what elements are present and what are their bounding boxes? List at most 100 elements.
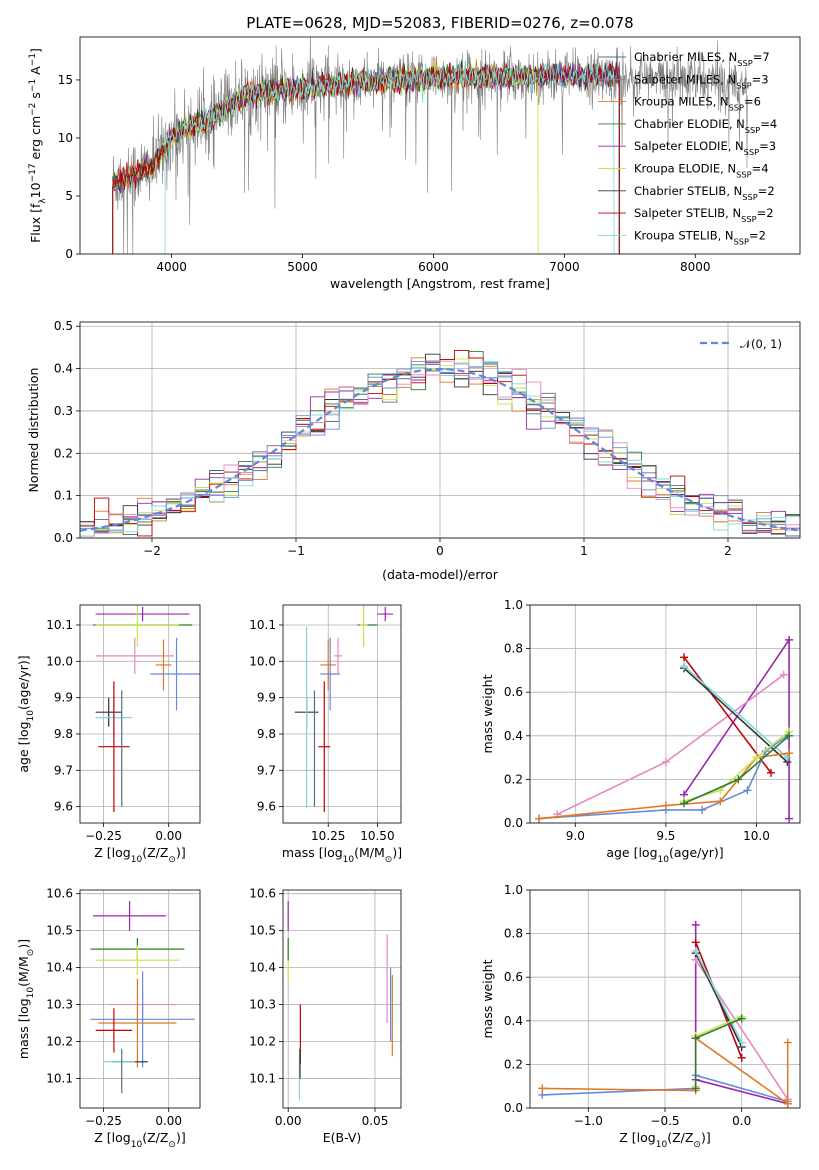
label-part: −2	[28, 103, 38, 116]
x-tick-label: −2	[143, 544, 161, 558]
x-tick-label: 6000	[418, 260, 449, 274]
legend-entry: Chabrier STELIB, NSSP=2	[634, 184, 775, 202]
weight-line	[683, 637, 790, 819]
y-tick-label: 9.6	[257, 800, 276, 814]
plot-area-z-mass	[90, 901, 195, 1094]
x-tick-label: 0	[436, 544, 444, 558]
y-tick-label: 0.4	[54, 362, 73, 376]
x-tick-label: 0.00	[155, 1114, 182, 1128]
weight-point	[785, 814, 794, 823]
label-part: Salpeter MILES, N	[634, 72, 736, 86]
label-part: mass [log	[282, 845, 343, 860]
plot-area-z-age	[93, 605, 200, 813]
axes-mass-age: 10.25 10.50 9.6 9.7 9.8 9.9 10.0 10.1 mass [log1…	[249, 604, 402, 865]
weight-point	[737, 1038, 746, 1047]
spectrum-model-kroupa-stelib	[164, 60, 615, 254]
label-part: (M/M	[354, 845, 385, 860]
weight-point	[680, 653, 689, 662]
legend-entry: Salpeter MILES, NSSP=3	[634, 72, 769, 90]
axes-frame	[529, 889, 801, 1109]
y-tick-label: 15	[58, 73, 73, 87]
axes-ebv-mass: 0.00 0.05 10.1 10.2 10.3 10.4 10.5 10.6 E(B-V)	[249, 887, 402, 1145]
weight-point	[661, 757, 670, 766]
label-part: )]	[176, 1130, 186, 1145]
x-tick-label: 0.00	[155, 829, 182, 843]
label-part: =4	[752, 162, 769, 176]
legend-entry-normal: 𝒩(0, 1)	[740, 337, 782, 351]
weight-point	[698, 805, 707, 814]
label-part: =4	[760, 117, 777, 131]
weight-point	[535, 814, 544, 823]
axes-frame	[529, 604, 801, 824]
weight-point	[661, 801, 670, 810]
x-tick-label: 10.0	[743, 829, 770, 843]
label-part: =3	[759, 139, 776, 153]
x-tick-label: 9.5	[656, 829, 675, 843]
axes-frame	[79, 604, 201, 824]
y-tick-label: 10.1	[249, 1071, 276, 1085]
y-tick-label: 0	[65, 247, 73, 261]
y-tick-label: 10.6	[46, 887, 73, 901]
label-part: Chabrier ELODIE, N	[634, 117, 745, 131]
label-part: A	[28, 66, 43, 79]
y-tick-label: 10.1	[249, 618, 276, 632]
weight-point	[691, 1084, 700, 1093]
weight-point	[691, 920, 700, 929]
weight-point	[743, 786, 752, 795]
x-axis-label: mass [log10(M/M⊙)]	[282, 845, 402, 865]
x-axis-label: age [log10(age/yr)]	[606, 845, 723, 865]
weight-point	[680, 662, 689, 671]
x-tick-label: 0.05	[362, 1114, 389, 1128]
weight-line	[683, 665, 788, 759]
label-part: (Z/Z	[142, 1130, 168, 1145]
label-part: Salpeter ELODIE, N	[634, 139, 744, 153]
legend-entry: Kroupa MILES, NSSP=6	[634, 95, 761, 113]
weight-point	[752, 753, 761, 762]
y-tick-label: 9.8	[257, 727, 276, 741]
axes-z-weight: −1.0 −0.5 0.0 0.0 0.2 0.4 0.6 0.8 1.0 Z [log10(Z/…	[480, 883, 801, 1150]
y-tick-label: 10.2	[46, 1034, 73, 1048]
label-part: (age/yr)]	[16, 655, 31, 710]
y-axis-label: Normed distribution	[26, 368, 41, 493]
x-tick-label: −0.5	[650, 1114, 679, 1128]
x-axis-label: wavelength [Angstrom, rest frame]	[330, 276, 550, 291]
label-part: ⊙	[168, 855, 176, 865]
label-part: =3	[752, 72, 769, 86]
label-part: 10	[26, 987, 36, 999]
label-part: ⊙	[26, 949, 36, 957]
y-tick-label: 0.3	[54, 404, 73, 418]
figure-title: PLATE=0628, MJD=52083, FIBERID=0276, z=0…	[246, 14, 633, 32]
weight-line	[694, 952, 743, 1048]
label-part: SSP	[729, 103, 744, 113]
spectrum-model-salpeter-stelib	[112, 62, 620, 254]
y-tick-label: 1.0	[504, 598, 523, 612]
label-part: −1	[28, 53, 38, 66]
legend-entry: Chabrier ELODIE, NSSP=4	[634, 117, 777, 135]
y-tick-label: 10.4	[249, 961, 276, 975]
label-part: 10	[658, 855, 670, 865]
label-part: E(B-V)	[323, 1130, 362, 1145]
axes-frame	[79, 889, 201, 1109]
x-tick-label: 1	[580, 544, 588, 558]
label-part: SSP	[736, 80, 751, 90]
plot-area-residuals	[80, 349, 800, 537]
x-tick-label: 9.0	[566, 829, 585, 843]
weight-point	[737, 1053, 746, 1062]
y-tick-label: 10.3	[249, 998, 276, 1012]
y-tick-label: 9.7	[257, 763, 276, 777]
x-axis-label: (data-model)/error	[382, 567, 499, 582]
weight-line	[683, 730, 790, 802]
y-tick-label: 1.0	[504, 883, 523, 897]
x-tick-label: 7000	[549, 260, 580, 274]
y-tick-label: 10.2	[249, 1034, 276, 1048]
label-part: 10	[656, 1140, 668, 1150]
axes-frame	[282, 889, 402, 1109]
label-part: SSP	[734, 236, 749, 246]
weight-line	[683, 667, 788, 763]
label-part: 10	[26, 710, 36, 722]
y-tick-label: 0.8	[504, 642, 523, 656]
weight-point	[691, 947, 700, 956]
y-tick-label: 9.9	[257, 691, 276, 705]
